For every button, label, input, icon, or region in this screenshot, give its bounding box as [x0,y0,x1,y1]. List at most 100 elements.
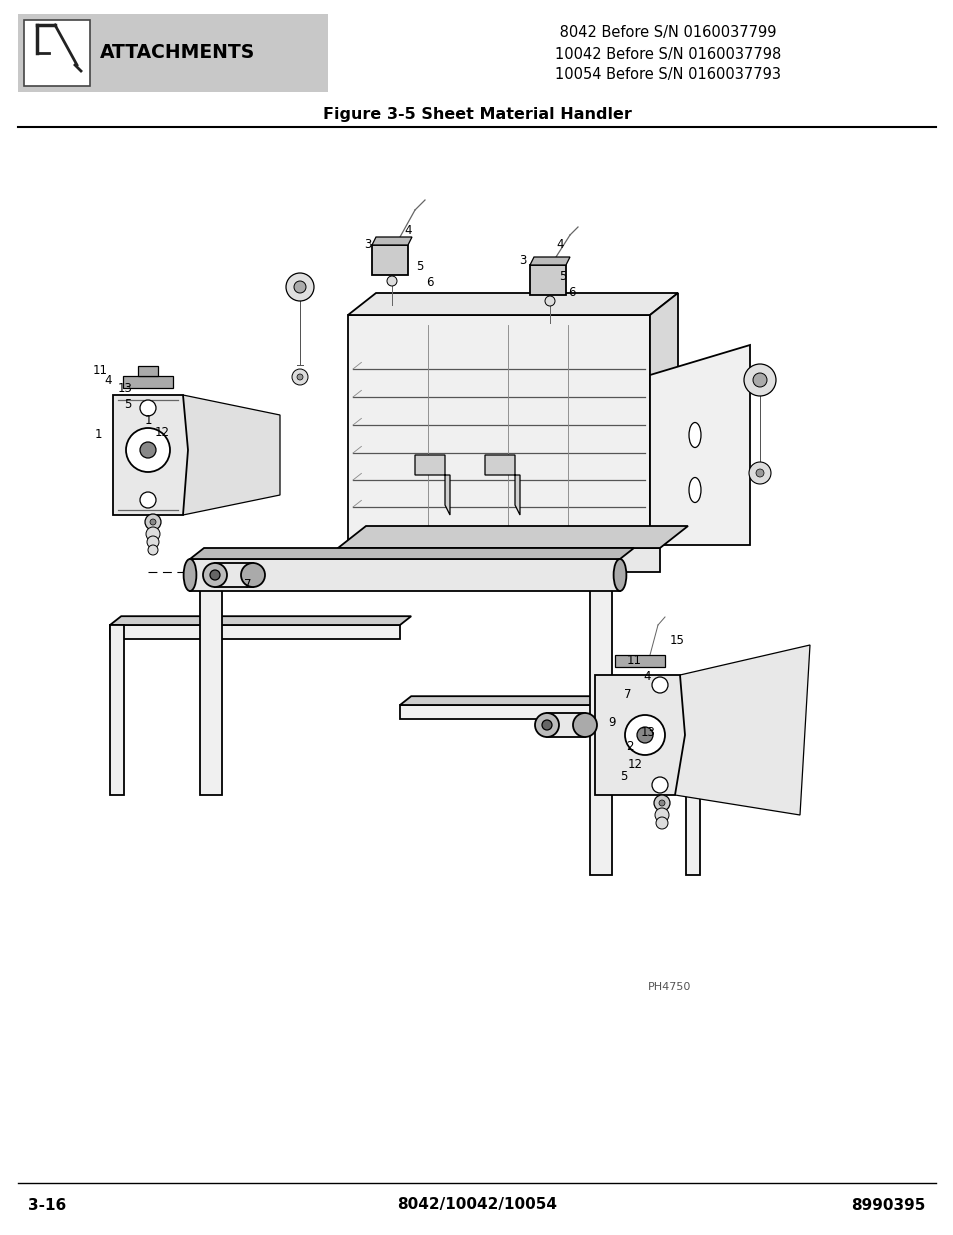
Circle shape [140,492,156,508]
Circle shape [755,469,763,477]
Text: 12: 12 [627,758,641,772]
Circle shape [637,727,652,743]
Polygon shape [530,266,565,295]
Text: Figure 3-5 Sheet Material Handler: Figure 3-5 Sheet Material Handler [322,107,631,122]
Text: 5: 5 [124,399,132,411]
Text: 4: 4 [556,238,563,252]
Circle shape [651,677,667,693]
Text: 5: 5 [416,261,423,273]
Polygon shape [484,454,519,515]
Text: 7: 7 [244,578,252,592]
Polygon shape [337,548,659,572]
Text: ATTACHMENTS: ATTACHMENTS [100,43,255,63]
Polygon shape [546,713,584,737]
Polygon shape [348,315,649,555]
Text: 11: 11 [626,653,640,667]
Circle shape [203,563,227,587]
Text: 4: 4 [642,671,650,683]
Text: PH4750: PH4750 [648,982,691,992]
Circle shape [573,713,597,737]
Circle shape [296,374,303,380]
Text: 6: 6 [568,287,576,300]
Polygon shape [190,548,634,559]
Bar [18,14,328,91]
Text: 10042 Before S/N 0160037798: 10042 Before S/N 0160037798 [555,47,781,62]
Text: 3: 3 [518,253,526,267]
Text: 8990395: 8990395 [851,1198,925,1213]
Polygon shape [372,245,408,275]
Polygon shape [112,395,188,515]
Text: 9: 9 [608,716,615,730]
Circle shape [145,514,161,530]
Polygon shape [214,563,253,587]
Bar [24,20,90,86]
Circle shape [140,400,156,416]
Text: 4: 4 [404,224,412,236]
Polygon shape [399,697,710,705]
Text: 11: 11 [92,364,108,378]
Polygon shape [530,257,569,266]
Polygon shape [649,293,678,555]
Polygon shape [110,625,124,795]
Circle shape [651,777,667,793]
Circle shape [126,429,170,472]
Circle shape [294,282,306,293]
Polygon shape [183,395,280,515]
Text: 1: 1 [144,414,152,426]
Circle shape [210,571,220,580]
Text: 15: 15 [669,634,683,646]
Polygon shape [348,293,678,315]
Circle shape [146,527,160,541]
Circle shape [140,442,156,458]
Ellipse shape [688,478,700,503]
Text: 1: 1 [94,429,102,441]
Polygon shape [337,526,687,548]
Polygon shape [200,555,222,795]
Circle shape [752,373,766,387]
Polygon shape [190,559,619,592]
Polygon shape [649,345,749,545]
Circle shape [654,795,669,811]
Circle shape [743,364,775,396]
Circle shape [387,275,396,287]
Text: 3-16: 3-16 [28,1198,66,1213]
Text: 8042/10042/10054: 8042/10042/10054 [396,1198,557,1213]
Circle shape [748,462,770,484]
Ellipse shape [183,559,196,592]
Text: 4: 4 [104,373,112,387]
Polygon shape [589,555,612,876]
Text: 8042 Before S/N 0160037799: 8042 Before S/N 0160037799 [555,26,776,41]
Text: 2: 2 [625,741,633,753]
Circle shape [241,563,265,587]
Polygon shape [110,625,399,638]
Polygon shape [399,705,700,719]
Polygon shape [372,237,412,245]
Text: 6: 6 [426,275,434,289]
Circle shape [292,369,308,385]
Circle shape [150,519,156,525]
Polygon shape [675,645,809,815]
Circle shape [624,715,664,755]
Polygon shape [138,366,158,375]
Polygon shape [415,454,450,515]
Circle shape [655,808,668,823]
Text: 3: 3 [364,238,372,252]
Circle shape [286,273,314,301]
Text: 7: 7 [623,688,631,701]
Polygon shape [110,616,411,625]
Text: 5: 5 [558,270,566,284]
Circle shape [535,713,558,737]
Circle shape [541,720,552,730]
Polygon shape [123,375,172,388]
Text: 12: 12 [154,426,170,440]
Circle shape [544,296,555,306]
Polygon shape [685,705,700,876]
Ellipse shape [688,422,700,447]
Circle shape [656,818,667,829]
Text: 10054 Before S/N 0160037793: 10054 Before S/N 0160037793 [555,68,781,83]
Circle shape [659,800,664,806]
Circle shape [147,536,159,548]
Polygon shape [595,676,684,795]
Circle shape [148,545,158,555]
Text: 5: 5 [619,771,627,783]
